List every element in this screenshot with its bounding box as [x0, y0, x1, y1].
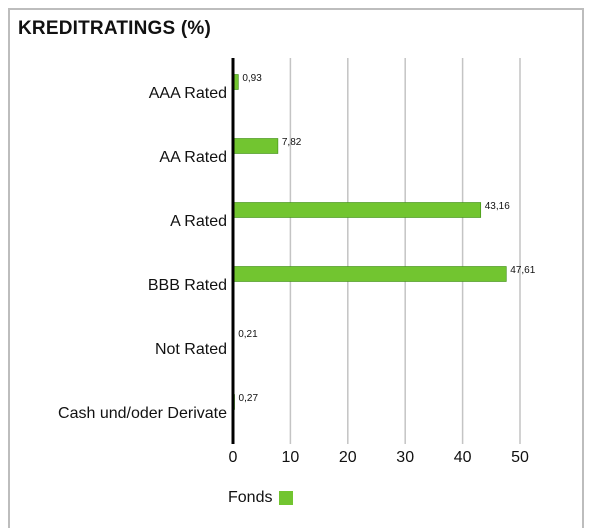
bar-a-rated — [233, 203, 481, 218]
legend: Fonds — [228, 489, 293, 507]
x-tick-label-10: 10 — [282, 449, 300, 466]
data-label: 0,27 — [239, 393, 259, 404]
data-label: 0,93 — [242, 73, 262, 84]
bar-chart: AAA Rated AA Rated A Rated BBB Rated Not Rat… — [0, 0, 595, 515]
legend-swatch — [279, 491, 293, 505]
x-tick-label-40: 40 — [454, 449, 472, 466]
x-tick-label-50: 50 — [511, 449, 529, 466]
category-label: BBB Rated — [148, 277, 227, 294]
category-label: AAA Rated — [149, 85, 227, 102]
data-label: 43,16 — [485, 201, 510, 212]
category-label: Cash und/oder Derivate — [58, 405, 227, 422]
x-tick-label-0: 0 — [229, 449, 238, 466]
x-tick-label-30: 30 — [396, 449, 414, 466]
bar-bbb-rated — [233, 267, 506, 282]
x-tick-label-20: 20 — [339, 449, 357, 466]
bar-aa-rated — [233, 139, 278, 154]
legend-label: Fonds — [228, 489, 272, 507]
category-label: AA Rated — [159, 149, 227, 166]
data-label: 7,82 — [282, 137, 302, 148]
data-label: 47,61 — [510, 265, 535, 276]
category-label: A Rated — [170, 213, 227, 230]
category-label: Not Rated — [155, 341, 227, 358]
data-label: 0,21 — [238, 329, 258, 340]
